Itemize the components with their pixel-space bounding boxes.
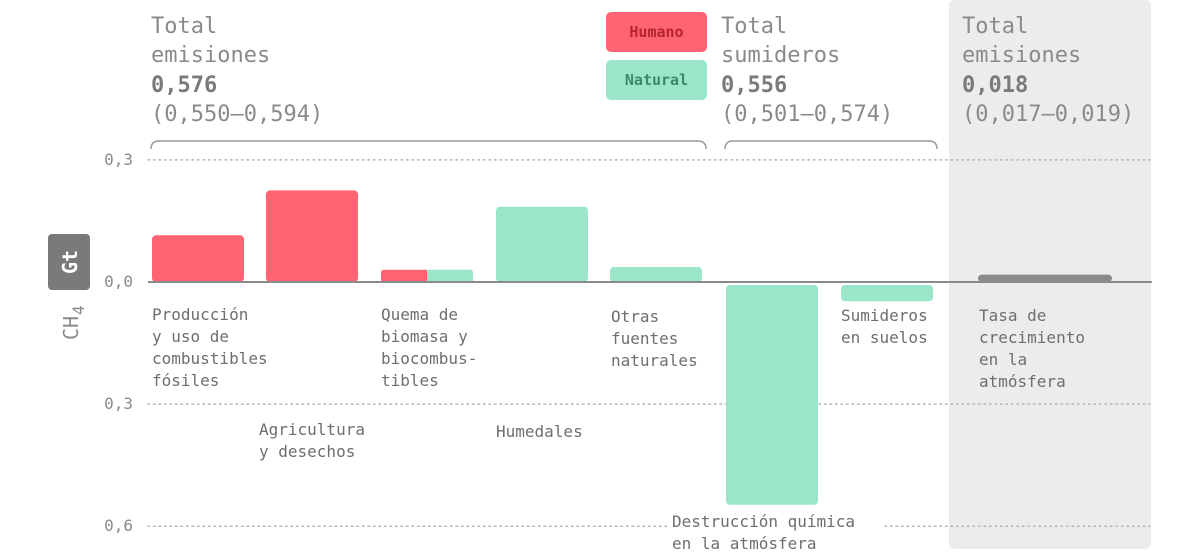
total-range: (0,501–0,574)	[721, 102, 893, 127]
atmosphere-panel	[949, 0, 1151, 549]
unit-label: CH4 Gt	[48, 234, 90, 340]
total-braces	[150, 140, 938, 150]
gridlines	[147, 159, 1151, 527]
category-label: Otras fuentes naturales	[611, 307, 698, 370]
category-labels: Producción y uso de combustibles fósiles Agr…	[152, 305, 1085, 556]
legend: Humano Natural	[606, 12, 707, 100]
total-value: 0,556	[721, 73, 787, 98]
bar-natural	[841, 285, 933, 302]
category-label-line: en la atmósfera	[672, 534, 817, 553]
legend-label: Natural	[625, 71, 688, 89]
category-label-line: Sumideros	[841, 306, 928, 325]
y-tick-label: 0,0	[104, 272, 133, 291]
bar-human	[266, 190, 358, 282]
bar-atmosphere	[978, 274, 1112, 282]
category-label: Producción y uso de combustibles fósiles	[152, 305, 268, 390]
bar-natural	[610, 266, 702, 282]
category-label-line: combustibles	[152, 349, 268, 368]
bar-natural	[496, 206, 588, 282]
category-label-line: naturales	[611, 351, 698, 370]
category-label-line: en suelos	[841, 328, 928, 347]
total-block: Total emisiones 0,018 (0,017–0,019)	[962, 14, 1134, 127]
category-label-line: Humedales	[496, 422, 583, 441]
bar-human	[152, 235, 244, 282]
total-value: 0,576	[151, 73, 217, 98]
unit-box	[48, 234, 90, 290]
y-tick-label: 0,6	[104, 516, 133, 535]
total-title-line: emisiones	[151, 43, 270, 68]
category-label-line: biomasa y	[381, 327, 468, 346]
bar-natural	[726, 285, 818, 505]
category-label-line: tibles	[381, 371, 439, 390]
bar-segment-human	[381, 269, 427, 282]
category-label: Agricultura y desechos	[259, 420, 365, 461]
unit-prefix: CH	[59, 316, 83, 340]
total-block: Total emisiones 0,576 (0,550–0,594)	[151, 14, 323, 127]
legend-swatch-natural	[606, 60, 707, 100]
total-range: (0,550–0,594)	[151, 102, 323, 127]
total-title-line: Total	[151, 14, 217, 39]
total-title-line: Total	[962, 14, 1028, 39]
category-label-line: Producción	[152, 305, 248, 324]
emissions-brace	[150, 140, 707, 150]
total-title-line: sumideros	[721, 43, 840, 68]
unit-subscript: 4	[69, 305, 88, 315]
total-title-line: Total	[721, 14, 787, 39]
category-label: Tasa de crecimiento en la atmósfera	[979, 306, 1085, 391]
category-label-line: Quema de	[381, 305, 458, 324]
category-label: Quema de biomasa y biocombus-tibles	[381, 305, 477, 390]
category-label: Destrucción química en la atmósfera	[670, 512, 882, 556]
y-tick-labels: 0,3 0,0 0,3 0,6	[104, 150, 133, 535]
bars	[152, 190, 1112, 505]
legend-swatch-human	[606, 12, 707, 52]
category-label-line: Destrucción química	[672, 512, 855, 531]
sinks-brace	[724, 140, 938, 150]
category-label-line: y desechos	[259, 442, 355, 461]
y-unit-label: CH4 Gt	[48, 234, 90, 340]
total-block: Total sumideros 0,556 (0,501–0,574)	[721, 14, 893, 127]
category-label-line: atmósfera	[979, 372, 1066, 391]
category-label-line: fósiles	[152, 371, 219, 390]
category-label-line: fuentes	[611, 329, 678, 348]
legend-label: Humano	[629, 23, 683, 41]
y-tick-label: 0,3	[104, 150, 133, 169]
category-label-line: crecimiento	[979, 328, 1085, 347]
bar-segment-natural	[427, 269, 473, 282]
total-value: 0,018	[962, 73, 1028, 98]
category-label-line: Otras	[611, 307, 659, 326]
category-label-line: en la	[979, 350, 1027, 369]
category-label: Humedales	[496, 422, 583, 441]
unit-box-label: Gt	[58, 250, 82, 274]
label-backdrop	[670, 512, 882, 556]
category-label-line: Agricultura	[259, 420, 365, 439]
category-label: Sumideros en suelos	[841, 306, 928, 347]
total-title-line: emisiones	[962, 43, 1081, 68]
totals: Total emisiones 0,576 (0,550–0,594) Total sum…	[151, 14, 1134, 127]
category-label-line: biocombus-	[381, 349, 477, 368]
category-label-line: y uso de	[152, 327, 229, 346]
category-label-line: Tasa de	[979, 306, 1046, 325]
y-tick-label: 0,3	[104, 394, 133, 413]
total-range: (0,017–0,019)	[962, 102, 1134, 127]
